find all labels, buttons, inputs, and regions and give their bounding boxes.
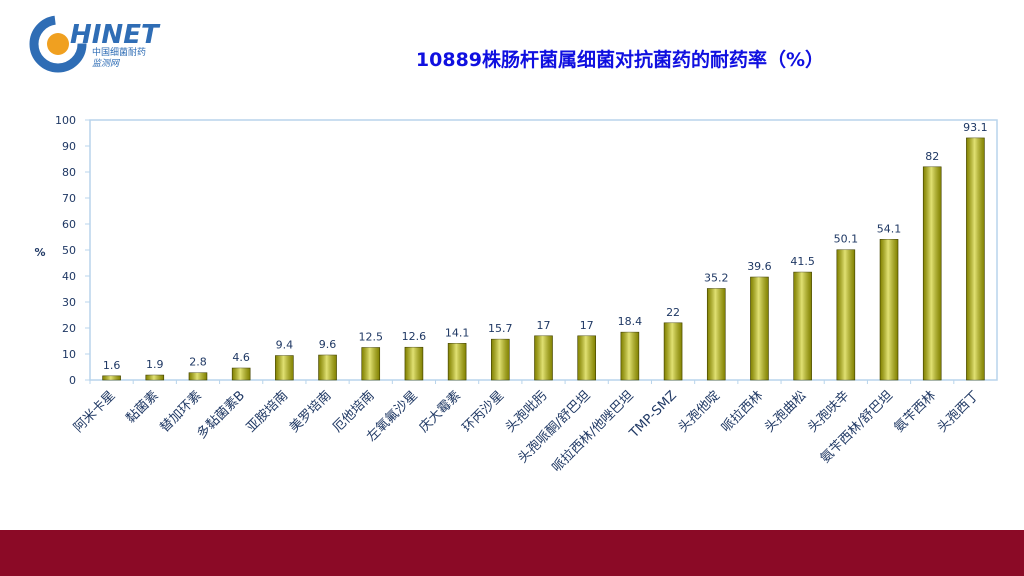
value-label: 9.4 bbox=[276, 339, 294, 352]
x-tick-label: 头孢哌酮/舒巴坦 bbox=[515, 388, 594, 467]
value-label: 35.2 bbox=[704, 271, 729, 284]
y-tick-label: 80 bbox=[62, 166, 76, 179]
bar-shade bbox=[793, 272, 812, 380]
y-tick-label: 90 bbox=[62, 140, 76, 153]
bar-shade bbox=[664, 322, 683, 380]
value-label: 9.6 bbox=[319, 338, 337, 351]
bar-shade bbox=[275, 355, 294, 380]
x-tick-label: 黏菌素 bbox=[123, 388, 162, 427]
y-axis-label: % bbox=[34, 246, 45, 259]
logo-ring bbox=[29, 15, 87, 73]
x-tick-label: 哌拉西林 bbox=[718, 388, 766, 436]
bar-shade bbox=[318, 355, 337, 380]
value-label: 93.1 bbox=[963, 121, 988, 134]
bar-shade bbox=[577, 335, 596, 380]
value-label: 54.1 bbox=[877, 222, 902, 235]
bar-shade bbox=[923, 166, 942, 380]
value-label: 12.5 bbox=[358, 331, 383, 344]
x-tick-label: 氨苄西林 bbox=[892, 388, 939, 435]
bar-shade bbox=[145, 375, 164, 380]
bar-shade bbox=[534, 335, 553, 380]
bar-shade bbox=[880, 239, 899, 380]
logo-line2: 监测网 bbox=[92, 58, 120, 69]
logo-core bbox=[47, 33, 69, 55]
value-label: 2.8 bbox=[189, 356, 207, 369]
bar-shade bbox=[232, 368, 251, 380]
y-tick-label: 0 bbox=[69, 374, 76, 387]
value-label: 39.6 bbox=[747, 260, 772, 273]
y-tick-label: 10 bbox=[62, 348, 76, 361]
bar-shade bbox=[102, 375, 121, 380]
x-tick-label: 庆大霉素 bbox=[417, 388, 464, 435]
bar-shade bbox=[404, 347, 423, 380]
value-label: 41.5 bbox=[790, 255, 815, 268]
value-label: 50.1 bbox=[834, 233, 859, 246]
bar-shade bbox=[361, 347, 380, 380]
y-tick-label: 100 bbox=[55, 114, 76, 127]
value-label: 1.6 bbox=[103, 359, 121, 372]
x-tick-label: 环丙沙星 bbox=[460, 388, 507, 435]
x-tick-label: 头孢曲松 bbox=[762, 388, 809, 435]
bar-shade bbox=[448, 343, 467, 380]
x-tick-label: 头孢西丁 bbox=[935, 388, 982, 435]
x-tick-label: TMP-SMZ bbox=[626, 388, 680, 442]
bar-shade bbox=[188, 372, 207, 380]
value-label: 1.9 bbox=[146, 358, 164, 371]
bar-shade bbox=[750, 277, 769, 380]
value-label: 12.6 bbox=[402, 330, 427, 343]
x-tick-label: 阿米卡星 bbox=[71, 388, 118, 435]
value-label: 4.6 bbox=[232, 351, 250, 364]
y-tick-label: 20 bbox=[62, 322, 76, 335]
footer-band bbox=[0, 530, 1024, 576]
chart-title: 10889株肠杆菌属细菌对抗菌药的耐药率（%） bbox=[416, 48, 824, 71]
bar-shade bbox=[491, 339, 510, 380]
bar-shade bbox=[707, 288, 726, 380]
x-tick-label: 多黏菌素B bbox=[194, 388, 248, 442]
value-label: 15.7 bbox=[488, 322, 513, 335]
x-tick-label: 头孢他啶 bbox=[676, 388, 723, 435]
bar-shade bbox=[836, 249, 855, 380]
logo-brand: HINET bbox=[70, 20, 161, 50]
x-tick-label: 哌拉西林/他唑巴坦 bbox=[549, 388, 637, 476]
y-tick-label: 40 bbox=[62, 270, 76, 283]
logo-line1: 中国细菌耐药 bbox=[92, 46, 146, 58]
value-label: 17 bbox=[537, 319, 551, 332]
value-label: 82 bbox=[925, 150, 939, 163]
value-label: 17 bbox=[580, 319, 594, 332]
bar-shade bbox=[966, 137, 985, 380]
y-tick-label: 50 bbox=[62, 244, 76, 257]
x-tick-label: 亚胺培南 bbox=[243, 388, 291, 436]
y-tick-label: 60 bbox=[62, 218, 76, 231]
x-tick-label: 美罗培南 bbox=[286, 388, 334, 436]
bar-shade bbox=[620, 332, 639, 380]
value-label: 18.4 bbox=[618, 315, 643, 328]
value-label: 14.1 bbox=[445, 326, 470, 339]
logo: HINET 中国细菌耐药 监测网 bbox=[29, 15, 161, 73]
y-tick-label: 70 bbox=[62, 192, 76, 205]
value-label: 22 bbox=[666, 306, 680, 319]
y-tick-label: 30 bbox=[62, 296, 76, 309]
